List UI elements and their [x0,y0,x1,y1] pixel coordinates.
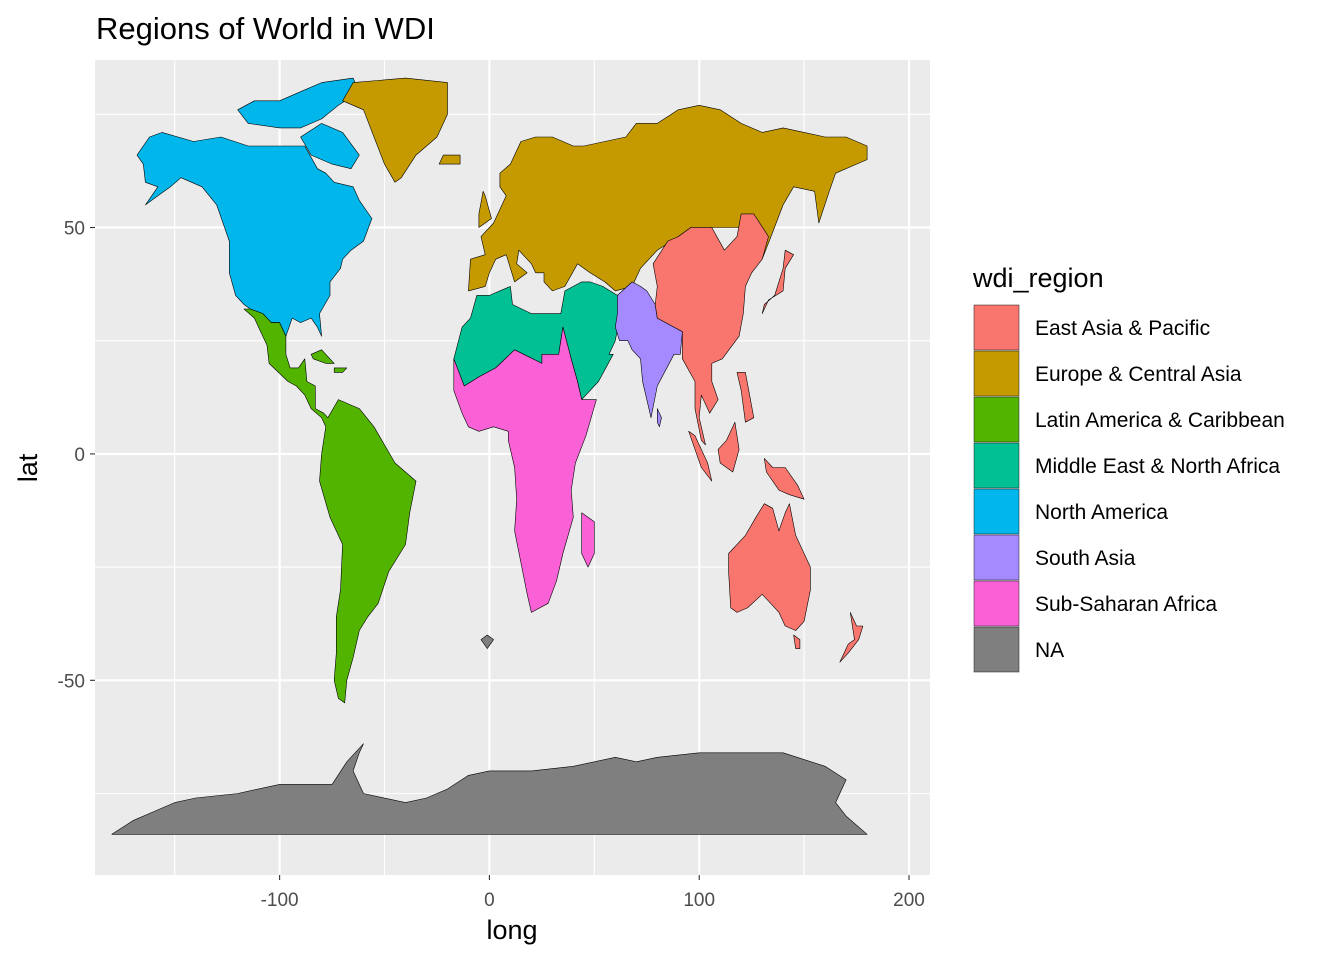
region-north-america [136,132,373,337]
legend-key [973,396,1020,443]
region-north-america [300,123,360,169]
region-latin-america-caribbean [333,367,348,373]
legend-key [973,626,1020,673]
legend-label: Sub-Saharan Africa [1035,593,1217,616]
region-east-asia-pacific [717,421,740,473]
region-south-asia [614,281,683,419]
region-latin-america-caribbean [243,308,417,704]
region-sub-saharan-africa [453,326,597,613]
legend-label: East Asia & Pacific [1035,317,1210,340]
region-east-asia-pacific [763,458,805,500]
region-east-asia-pacific [793,634,801,649]
legend-key [973,534,1020,581]
legend-key [973,580,1020,627]
legend-key [973,442,1020,489]
legend: wdi_region East Asia & Pacific Europe & C… [972,263,1285,673]
region-europe-central-asia [342,77,448,183]
region-europe-central-asia [468,105,868,292]
region-east-asia-pacific [839,612,864,663]
y-tick-label: -50 [58,671,85,692]
region-south-asia [656,408,662,428]
y-axis-title: lat [13,453,43,482]
x-tick-label: -100 [261,890,299,911]
x-tick-label: 200 [893,890,925,911]
region-east-asia-pacific [652,213,769,446]
legend-key [973,488,1020,535]
region-latin-america-caribbean [310,349,335,364]
legend-key [973,304,1020,351]
legend-key [973,350,1020,397]
legend-label: Latin America & Caribbean [1035,409,1285,432]
region-europe-central-asia [478,191,492,228]
legend-label: South Asia [1035,547,1136,570]
region-europe-central-asia [438,154,461,165]
map-regions [111,77,868,835]
legend-title: wdi_region [972,263,1104,293]
region-na [480,634,494,649]
legend-label: Middle East & North Africa [1035,455,1280,478]
region-east-asia-pacific [728,503,811,631]
legend-label: Europe & Central Asia [1035,363,1242,386]
region-east-asia-pacific [761,249,794,314]
region-east-asia-pacific [736,372,755,423]
y-tick-label: 0 [74,445,85,466]
x-axis: -100 0 100 200 [261,875,925,911]
legend-label: North America [1035,501,1168,524]
x-tick-label: 100 [683,890,715,911]
legend-label: NA [1035,639,1064,662]
y-axis: -50 0 50 [58,219,95,692]
x-tick-label: 0 [484,890,495,911]
region-sub-saharan-africa [581,512,595,568]
y-tick-label: 50 [64,219,85,240]
region-na [111,743,868,835]
x-axis-title: long [486,915,537,945]
chart-title: Regions of World in WDI [96,11,435,46]
region-east-asia-pacific [688,430,713,482]
